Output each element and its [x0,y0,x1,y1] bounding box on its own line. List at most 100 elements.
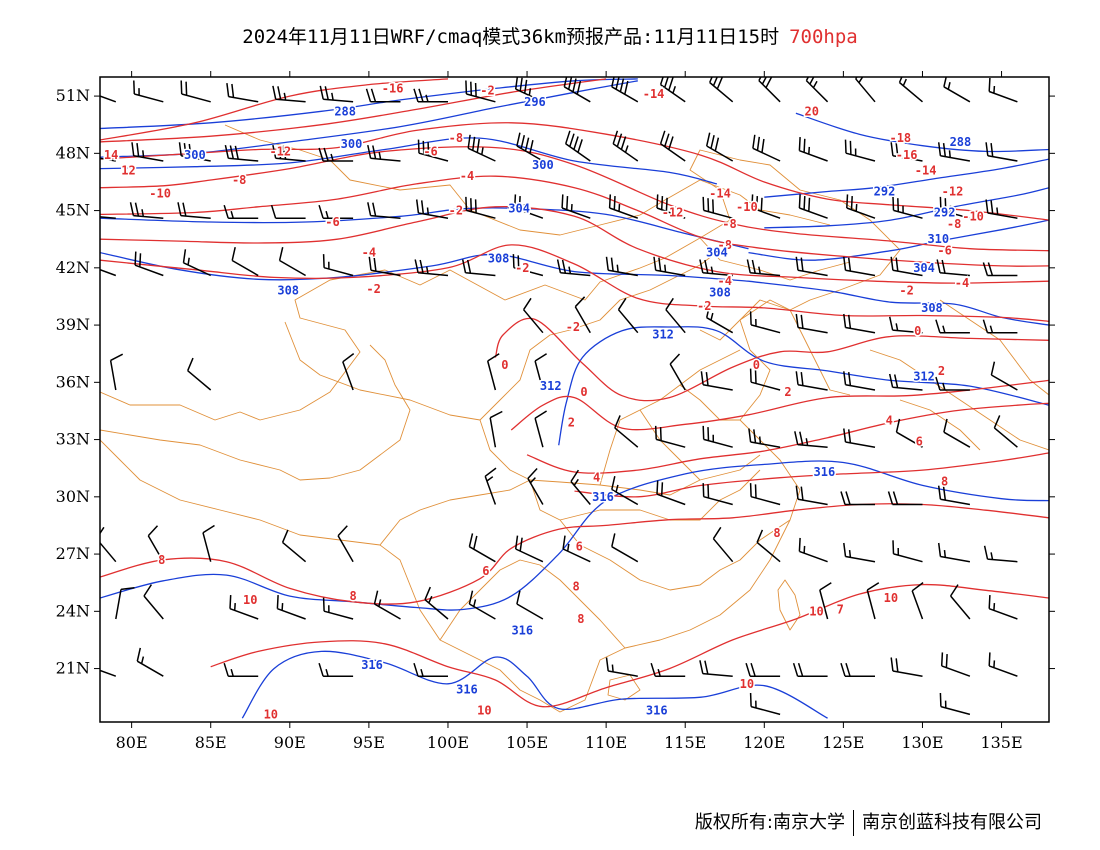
contour-label: 8 [577,612,584,626]
contour-label: 296 [524,95,546,109]
contour-label: -8 [449,131,463,145]
contour-label: 6 [916,434,923,448]
geopotential-contour-line [100,207,749,250]
contour-label: 2 [938,364,945,378]
inner-boundary-8 [679,384,740,421]
wind-barb [654,425,686,448]
wind-barb [656,194,686,219]
contour-label: -14 [915,164,937,178]
contour-label: -2 [449,204,463,218]
wind-barb [758,77,781,103]
wind-barb [367,144,401,162]
contour-label: 292 [934,205,956,219]
wind-barb [561,194,591,219]
wind-barb [605,256,638,277]
wind-barb [562,535,591,563]
lat-label: 30N [56,487,90,506]
wind-barb [367,202,401,219]
lat-label: 42N [56,258,90,277]
contour-label: -10 [149,186,171,200]
wind-barb [892,540,923,563]
wind-barb [866,582,880,620]
contour-label: -6 [937,244,951,258]
lon-label: 85E [195,733,227,752]
lat-label: 39N [56,315,90,334]
lon-label: 125E [822,733,864,752]
contour-label: 10 [740,677,754,691]
lon-label: 105E [506,733,548,752]
wind-barb [846,194,876,219]
lat-label: 27N [56,544,90,563]
wind-barb [653,256,686,277]
wind-barb [223,204,259,219]
wind-barb [489,410,503,448]
wind-barb [699,660,733,677]
contour-label: -16 [896,148,918,162]
temperature-contour-line [210,583,1049,708]
wind-barb [749,692,781,716]
inner-boundary-5 [559,469,761,521]
wind-barb [888,316,923,334]
wind-barb [935,376,970,391]
wind-barb [608,194,639,219]
wind-barb [522,297,544,334]
hainan [607,674,641,701]
wind-barb [202,524,215,562]
wind-barb [939,692,971,716]
contour-label: 0 [753,358,760,372]
contour-label: -8 [947,217,961,231]
lat-label: 21N [56,659,90,678]
contour-label: 20 [805,104,819,118]
wind-barb [612,130,639,162]
wind-barb [702,483,733,506]
wind-barb [792,662,828,677]
contour-label: 304 [508,202,530,216]
contour-label: 304 [706,246,728,260]
wind-barb [795,485,828,506]
wind-barb [516,590,544,620]
contour-label: 316 [592,490,614,504]
wind-barb [749,311,781,334]
wind-barb [795,313,828,334]
lon-label: 110E [585,733,627,752]
lon-label: 90E [274,733,306,752]
wind-barb [650,662,686,677]
wind-barb [177,202,211,219]
wind-barb [805,77,829,103]
wind-barb [556,259,591,277]
wind-barb [982,262,1018,277]
wind-barb [223,662,259,677]
copyright-right: 南京创蓝科技有限公司 [862,812,1042,833]
wind-barb [413,662,448,677]
contour-label: 10 [477,704,491,718]
wind-barb [795,371,828,391]
temperature-contour-line [510,379,1049,431]
wind-barb [270,204,306,219]
lat-label: 24N [56,601,90,620]
wind-barb [100,669,117,677]
contour-label: 8 [572,580,579,594]
wind-barb [100,216,116,219]
wind-barb [751,194,781,219]
wind-barb [143,584,164,620]
temperature-contour-line [100,244,1049,322]
wind-barb [988,652,1018,677]
wind-barb [794,431,828,448]
wind-barb [461,259,496,277]
contour-label: -4 [718,274,732,288]
contour-label: -2 [697,299,711,313]
contour-label: 8 [941,475,948,489]
wind-barb [187,357,212,391]
geopotential-contour-line [764,187,1049,229]
contour-label: -2 [899,284,913,298]
wind-barb [100,157,116,162]
wind-barb [746,259,781,277]
wind-barb [745,662,781,677]
temperature-contour-line [100,122,1049,221]
wind-barb [756,529,781,563]
wind-barb [843,256,876,277]
geopotential-contour-line [795,112,1049,153]
wind-barb [467,134,496,162]
geopotential-contour-line [241,650,828,719]
wind-barb [512,254,544,277]
